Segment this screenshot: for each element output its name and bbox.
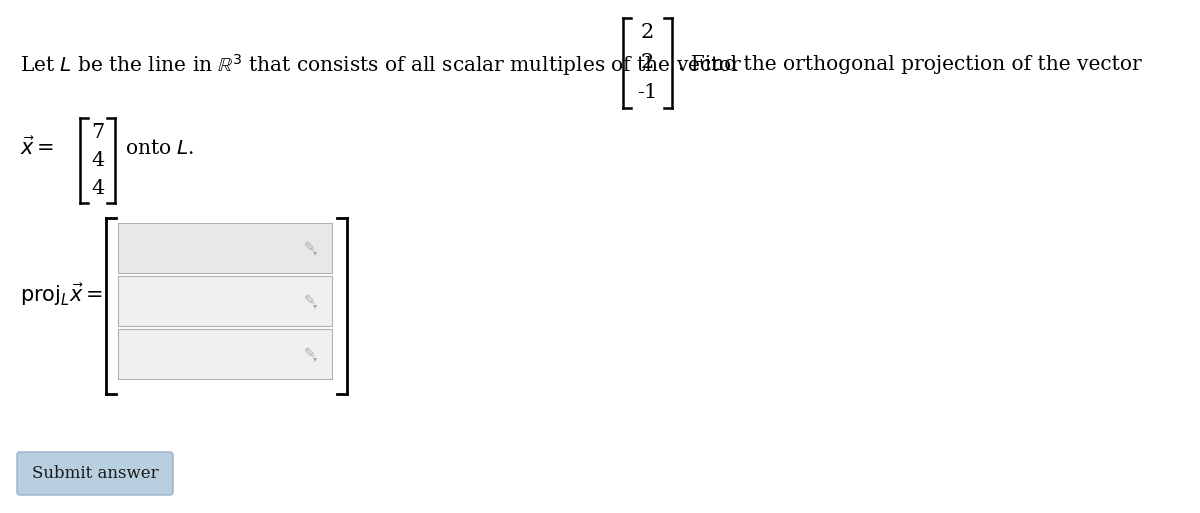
Text: ✎: ✎: [304, 294, 316, 308]
FancyBboxPatch shape: [118, 276, 332, 326]
FancyBboxPatch shape: [118, 223, 332, 273]
Text: ✎: ✎: [304, 347, 316, 361]
Text: 4: 4: [91, 180, 104, 199]
Text: ▾: ▾: [313, 302, 317, 310]
Text: ▾: ▾: [313, 354, 317, 364]
Text: onto $L$.: onto $L$.: [125, 139, 194, 157]
Text: 2: 2: [641, 24, 654, 43]
Text: 4: 4: [91, 151, 104, 170]
Text: -1: -1: [637, 84, 658, 103]
FancyBboxPatch shape: [118, 329, 332, 379]
Text: ✎: ✎: [304, 241, 316, 255]
Text: 2: 2: [641, 53, 654, 72]
Text: $\mathrm{proj}_L\vec{x} =$: $\mathrm{proj}_L\vec{x} =$: [20, 282, 103, 308]
Text: 7: 7: [91, 123, 104, 142]
Text: . Find the orthogonal projection of the vector: . Find the orthogonal projection of the …: [678, 55, 1141, 74]
Text: Submit answer: Submit answer: [31, 465, 158, 482]
Text: $\vec{x} =$: $\vec{x} =$: [20, 136, 54, 160]
Text: Let $L$ be the line in $\mathbb{R}^3$ that consists of all scalar multiples of t: Let $L$ be the line in $\mathbb{R}^3$ th…: [20, 52, 743, 78]
FancyBboxPatch shape: [17, 452, 173, 495]
Text: ▾: ▾: [313, 248, 317, 258]
